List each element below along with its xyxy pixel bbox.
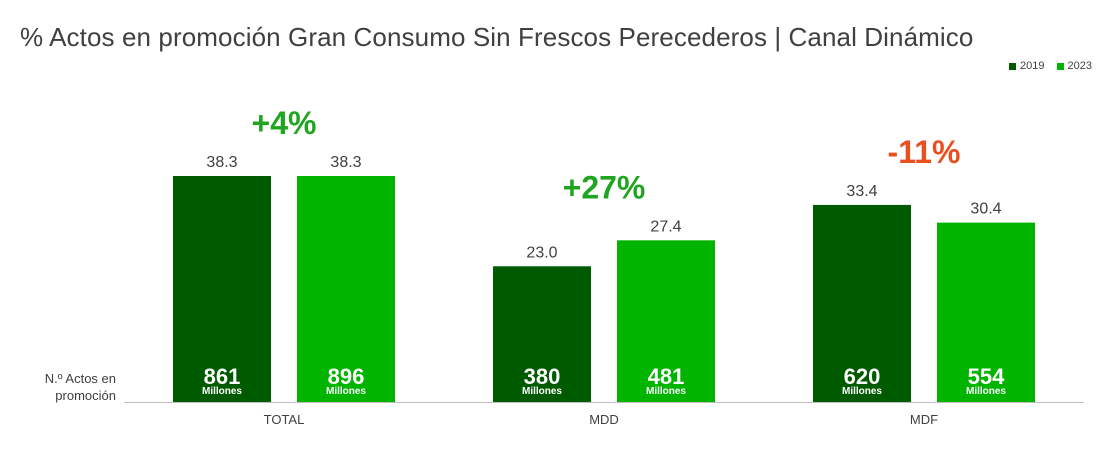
bar-total-2019 [173,176,271,402]
legend-label-2023: 2023 [1067,60,1092,72]
chart-legend: 2019 2023 [1009,60,1092,72]
count-unit-mdf-2019: Millones [842,386,882,397]
bar-mdf-2023 [937,222,1035,402]
row-label-line2: promoción [55,388,116,403]
legend-swatch-2019 [1009,62,1017,70]
bar-mdd-2023 [617,240,715,402]
legend-item-2023: 2023 [1056,60,1092,72]
bar-total-2023 [297,176,395,402]
chart-title: % Actos en promoción Gran Consumo Sin Fr… [20,22,974,52]
row-label-actos: N.º Actos en promoción [20,370,116,404]
value-label-mdf-2019: 33.4 [846,183,877,200]
category-label-total: TOTAL [264,412,305,427]
legend-item-2019: 2019 [1009,60,1045,72]
count-label-total-2023: 896 [328,364,365,389]
count-unit-mdd-2023: Millones [646,386,686,397]
count-unit-total-2023: Millones [326,386,366,397]
value-label-total-2023: 38.3 [330,154,361,171]
count-label-total-2019: 861 [204,364,241,389]
change-label-total: +4% [252,105,317,141]
count-label-mdd-2019: 380 [524,364,561,389]
value-label-mdd-2019: 23.0 [526,244,557,261]
value-label-total-2019: 38.3 [206,154,237,171]
count-unit-mdd-2019: Millones [522,386,562,397]
change-label-mdd: +27% [563,169,646,205]
bar-mdd-2019 [493,266,591,402]
row-label-line1: N.º Actos en [44,371,116,386]
legend-swatch-2023 [1056,62,1064,70]
category-label-mdd: MDD [589,412,619,427]
count-unit-mdf-2023: Millones [966,386,1006,397]
category-label-mdf: MDF [910,412,938,427]
count-label-mdd-2023: 481 [648,364,685,389]
bar-mdf-2019 [813,204,911,402]
value-label-mdf-2023: 30.4 [970,201,1001,218]
count-unit-total-2019: Millones [202,386,242,397]
count-label-mdf-2019: 620 [844,364,881,389]
count-label-mdf-2023: 554 [968,364,1005,389]
value-label-mdd-2023: 27.4 [650,218,681,235]
change-label-mdf: -11% [888,134,961,170]
legend-label-2019: 2019 [1020,60,1045,72]
